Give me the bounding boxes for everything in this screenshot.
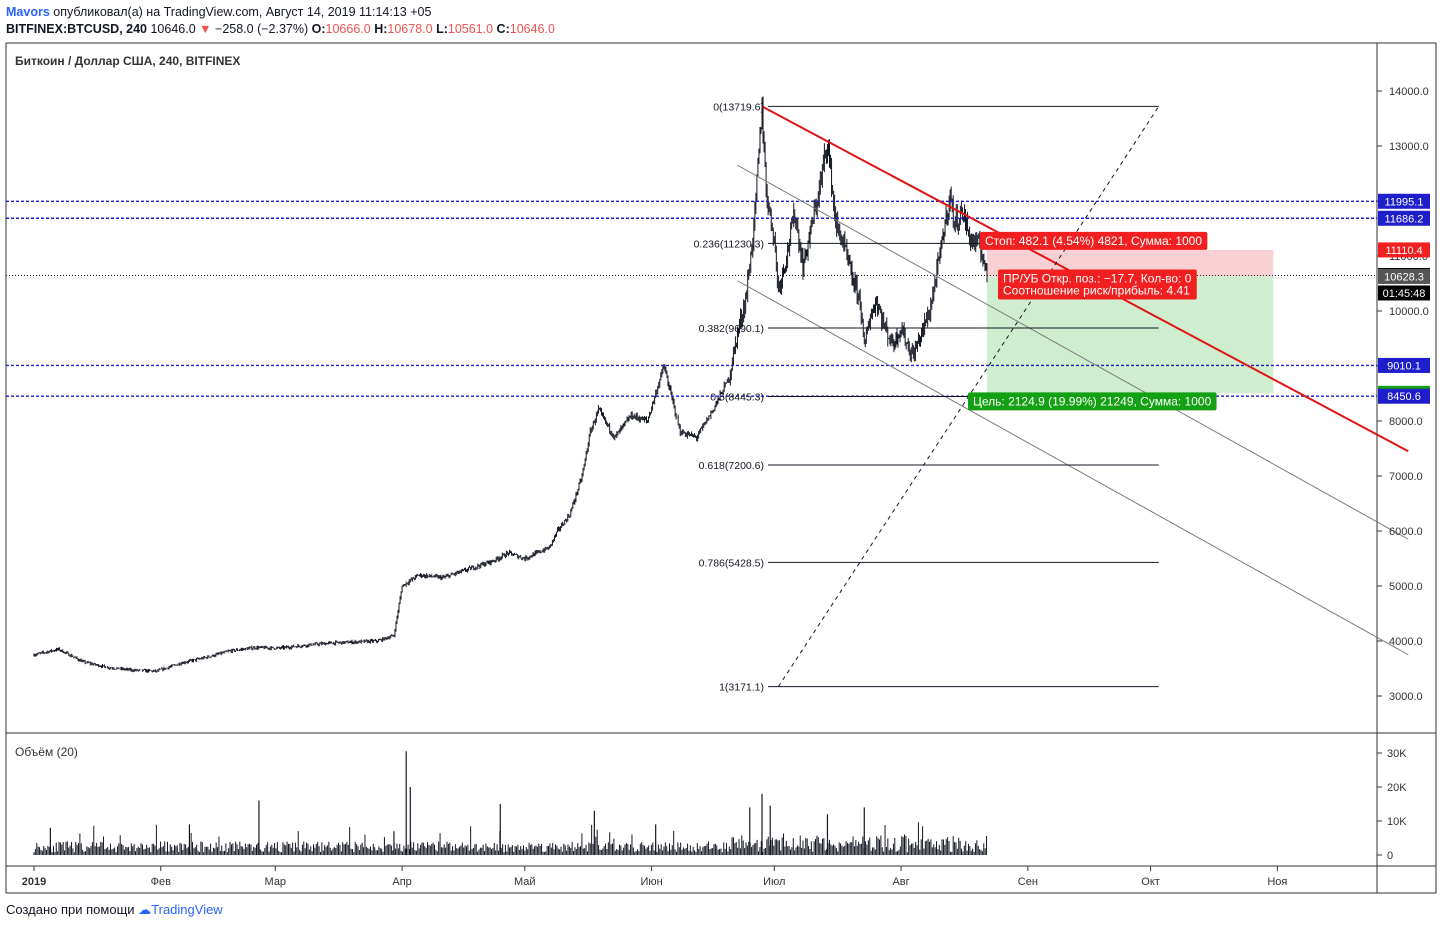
time-tick-label: 2019: [22, 876, 46, 888]
volume-title: Объём (20): [15, 745, 78, 759]
time-tick-label: Мар: [265, 876, 287, 888]
target-label: Цель: 2124.9 (19.99%) 21249, Сумма: 1000: [973, 394, 1212, 408]
price-tick-label: 7000.0: [1389, 471, 1423, 483]
time-tick-label: Авг: [892, 876, 909, 888]
price-badge-label: 11686.2: [1385, 213, 1424, 225]
volume-tick-label: 10K: [1387, 816, 1407, 828]
volume-tick-label: 0: [1387, 850, 1393, 862]
price-tick-label: 10000.0: [1389, 306, 1429, 318]
price-badge-label: 9010.1: [1387, 360, 1421, 372]
price-badge: [1378, 388, 1430, 404]
time-tick-label: Сен: [1018, 876, 1038, 888]
price-tick-label: 4000.0: [1389, 636, 1423, 648]
price-badge-label: 10628.3: [1384, 271, 1424, 283]
time-tick-label: Фев: [151, 876, 171, 888]
footer: Создано при помощи ☁TradingView: [6, 902, 223, 918]
published-text: опубликовал(а) на TradingView.com, Авгус…: [53, 5, 432, 19]
fib-level-label: 0.618(7200.6): [699, 460, 764, 472]
countdown-label: 01:45:48: [1383, 288, 1426, 300]
symbol-label[interactable]: BITFINEX:BTCUSD, 240: [6, 22, 147, 36]
price-badge-label: 11110.4: [1385, 245, 1422, 257]
last-price: 10646.0: [150, 22, 196, 36]
price-badge-label: 8450.6: [1387, 391, 1421, 403]
fib-level-label: 0(13719.6): [713, 101, 764, 113]
stop-label: Стоп: 482.1 (4.54%) 4821, Сумма: 1000: [985, 234, 1202, 248]
price-tick-label: 6000.0: [1389, 526, 1423, 538]
price-badge: [1378, 242, 1430, 258]
low-value: 10561.0: [447, 22, 494, 36]
price-tick-label: 13000.0: [1389, 141, 1429, 153]
fib-level-label: 0.5(8445.3): [710, 392, 764, 404]
price-badge: [1378, 268, 1430, 284]
channel-line: [737, 164, 1409, 540]
price-tick-label: 5000.0: [1389, 581, 1423, 593]
high-label: H:: [374, 22, 388, 36]
open-label: O:: [311, 22, 326, 36]
time-tick-label: Июн: [640, 876, 662, 888]
fib-level-label: 0.786(5428.5): [699, 557, 764, 569]
pnl-label: ПР/УБ Откр. поз.: −17.7, Кол-во: 0: [1003, 271, 1192, 285]
open-value: 10666.0: [325, 22, 371, 36]
channel-line: [737, 280, 1409, 656]
price-badge: [1378, 193, 1430, 209]
price-tick-label: 8000.0: [1389, 416, 1423, 428]
price-badge-label: 11995.1: [1385, 196, 1424, 208]
chart-header: Mavors опубликовал(а) на TradingView.com…: [6, 4, 555, 38]
close-label: C:: [496, 22, 510, 36]
fib-level-label: 1(3171.1): [719, 682, 764, 694]
header-line-1: Mavors опубликовал(а) на TradingView.com…: [6, 4, 555, 21]
high-value: 10678.0: [387, 22, 433, 36]
fib-level-label: 0.382(9690.1): [699, 323, 764, 335]
main-pane-frame: [5, 42, 1437, 894]
pnl-label-background: [998, 269, 1197, 300]
header-line-2: BITFINEX:BTCUSD, 240 10646.0 ▼ −258.0 (−…: [6, 21, 555, 38]
price-tick-label: 14000.0: [1389, 86, 1429, 98]
tradingview-logo-icon[interactable]: ☁: [138, 902, 152, 917]
time-tick-label: Май: [514, 876, 536, 888]
label-background: [980, 231, 1208, 250]
pane-title: Биткоин / Доллар США, 240, BITFINEX: [15, 54, 240, 68]
price-tick-label: 3000.0: [1389, 691, 1423, 703]
low-label: L:: [436, 22, 448, 36]
author-link[interactable]: Mavors: [6, 5, 50, 19]
countdown-badge: [1378, 285, 1430, 301]
fib-level-label: 0.236(11230.3): [694, 238, 764, 250]
tradingview-brand[interactable]: TradingView: [151, 902, 223, 917]
price-change: −258.0 (−2.37%): [215, 22, 309, 36]
change-down-icon: ▼: [199, 22, 212, 36]
label-background: [968, 392, 1217, 411]
price-badge: [1378, 357, 1430, 373]
close-value: 10646.0: [509, 22, 555, 36]
time-tick-label: Ноя: [1267, 876, 1287, 888]
volume-tick-label: 30K: [1387, 748, 1407, 760]
price-badge: [1378, 210, 1430, 226]
time-tick-label: Окт: [1141, 876, 1160, 888]
volume-tick-label: 20K: [1387, 782, 1407, 794]
risk-reward-label: Соотношение риск/прибыль: 4.41: [1003, 283, 1190, 297]
time-tick-label: Апр: [392, 876, 411, 888]
time-tick-label: Июл: [763, 876, 785, 888]
footer-text: Создано при помощи: [6, 902, 135, 917]
